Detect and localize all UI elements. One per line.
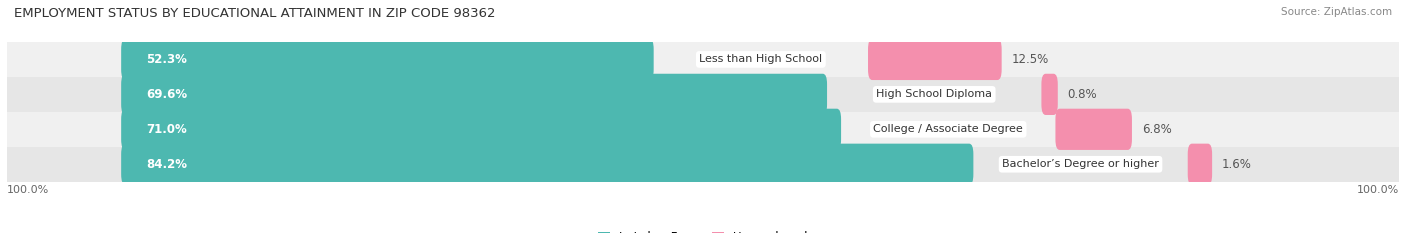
Bar [7,42,1399,77]
Text: 0.8%: 0.8% [1067,88,1097,101]
Text: 84.2%: 84.2% [146,158,187,171]
FancyBboxPatch shape [121,144,973,185]
Text: 12.5%: 12.5% [1011,53,1049,66]
FancyBboxPatch shape [1188,144,1212,185]
Text: High School Diploma: High School Diploma [876,89,993,99]
Text: EMPLOYMENT STATUS BY EDUCATIONAL ATTAINMENT IN ZIP CODE 98362: EMPLOYMENT STATUS BY EDUCATIONAL ATTAINM… [14,7,495,20]
Text: 100.0%: 100.0% [1357,185,1399,195]
Text: 52.3%: 52.3% [146,53,187,66]
Text: Bachelor’s Degree or higher: Bachelor’s Degree or higher [1002,159,1159,169]
Legend: In Labor Force, Unemployed: In Labor Force, Unemployed [593,226,813,233]
Bar [7,147,1399,182]
Text: 1.6%: 1.6% [1222,158,1251,171]
FancyBboxPatch shape [1056,109,1132,150]
Text: Less than High School: Less than High School [699,55,823,64]
Text: 100.0%: 100.0% [7,185,49,195]
FancyBboxPatch shape [121,109,841,150]
Text: 6.8%: 6.8% [1142,123,1171,136]
FancyBboxPatch shape [868,39,1001,80]
Text: 71.0%: 71.0% [146,123,187,136]
FancyBboxPatch shape [1042,74,1057,115]
Bar [7,112,1399,147]
Text: College / Associate Degree: College / Associate Degree [873,124,1024,134]
FancyBboxPatch shape [121,74,827,115]
Text: 69.6%: 69.6% [146,88,187,101]
Bar [7,77,1399,112]
FancyBboxPatch shape [121,39,654,80]
Text: Source: ZipAtlas.com: Source: ZipAtlas.com [1281,7,1392,17]
